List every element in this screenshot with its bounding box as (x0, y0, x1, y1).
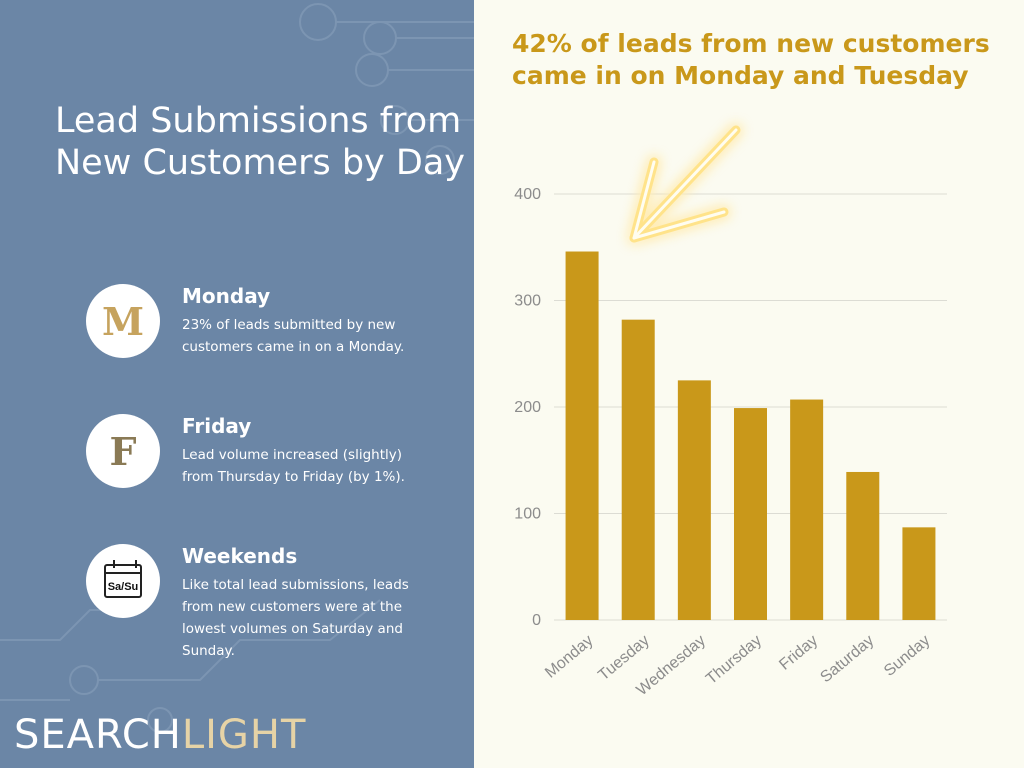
bar-tuesday (621, 319, 655, 620)
bar-monday (565, 251, 599, 620)
brand-logo: SEARCHLIGHT (14, 712, 307, 758)
bar-thursday (734, 408, 767, 620)
letter-m-icon: M (86, 284, 160, 358)
glowing-arrow-icon (629, 125, 741, 243)
x-tick-label: Sunday (881, 632, 933, 680)
x-tick-label: Friday (776, 632, 821, 674)
x-tick-label: Monday (542, 632, 597, 682)
insight-text: 23% of leads submitted by new customers … (182, 317, 405, 355)
y-tick-label: 300 (514, 293, 541, 310)
bar-saturday (846, 471, 880, 620)
bar-sunday (902, 527, 936, 620)
y-tick-label: 100 (514, 506, 541, 523)
y-tick-label: 0 (532, 612, 541, 629)
y-tick-label: 400 (514, 186, 541, 203)
x-tick-label: Thursday (703, 632, 765, 688)
chart-headline: 42% of leads from new customers came in … (512, 29, 990, 90)
insight-heading: Monday (182, 284, 271, 308)
bar-friday (790, 399, 824, 620)
insight-heading: Weekends (182, 544, 298, 568)
insight-text: Lead volume increased (slightly) from Th… (182, 447, 405, 485)
x-tick-label: Saturday (817, 632, 877, 686)
insight-heading: Friday (182, 414, 252, 438)
bar-wednesday (677, 380, 711, 620)
left-panel: Lead Submissions from New Customers by D… (0, 0, 474, 768)
y-tick-label: 200 (514, 399, 541, 416)
page-title: Lead Submissions from New Customers by D… (55, 101, 466, 183)
letter-f-icon: F (86, 414, 160, 488)
calendar-icon: Sa/Su (86, 544, 160, 618)
insight-text: Like total lead submissions, leads from … (182, 577, 409, 659)
